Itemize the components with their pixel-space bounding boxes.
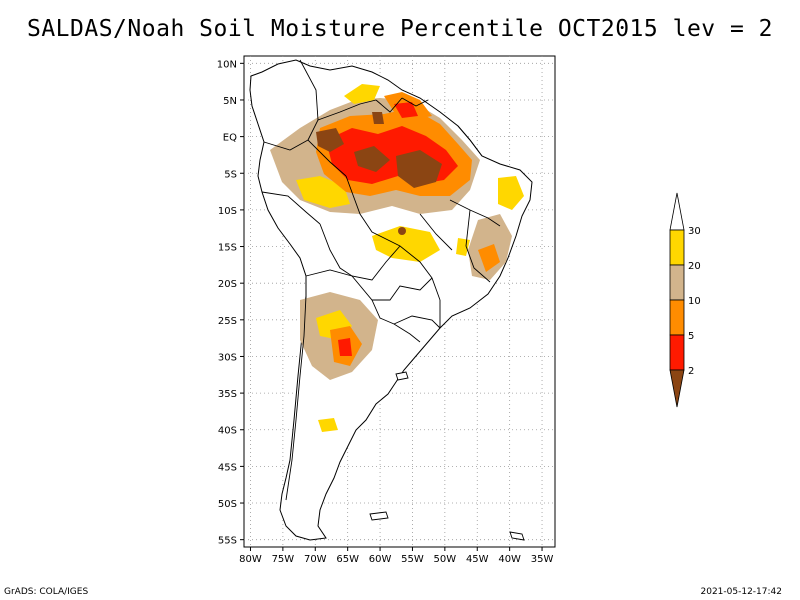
legend-label: 10 (688, 296, 701, 307)
lat-tick-label: 45S (218, 462, 237, 473)
lon-tick-label: 55W (401, 554, 424, 565)
lon-tick-label: 45W (466, 554, 489, 565)
lon-tick-label: 40W (498, 554, 521, 565)
lat-tick-label: 20S (218, 279, 237, 290)
legend-swatch (669, 229, 685, 266)
lat-tick-label: 5S (224, 169, 237, 180)
legend-label: 20 (688, 261, 701, 272)
legend-bottom-arrow (669, 369, 685, 408)
lat-tick-label: 40S (218, 426, 237, 437)
lon-tick-label: 70W (304, 554, 327, 565)
country-borders (261, 59, 501, 501)
lat-tick-label: EQ (223, 133, 237, 144)
latitude-axis: 10N 5N EQ 5S 10S 15S 20S 25S 30S 35S 40S 45S 50S 55S (217, 59, 244, 547)
map-title: SALDAS/Noah Soil Moisture Percentile OCT… (26, 16, 774, 42)
color-legend: 2 5 10 20 30 (669, 192, 701, 408)
lat-tick-label: 50S (218, 499, 237, 510)
lon-tick-label: 35W (531, 554, 554, 565)
legend-label: 2 (688, 366, 694, 377)
lon-tick-label: 75W (272, 554, 295, 565)
longitude-axis: 80W 75W 70W 65W 60W 55W 50W 45W 40W 35W (239, 547, 553, 565)
continent-layer (249, 59, 533, 541)
lon-tick-label: 65W (336, 554, 359, 565)
legend-top-arrow (669, 192, 685, 231)
lat-tick-label: 25S (218, 316, 237, 327)
legend-swatch (669, 299, 685, 336)
footer-software: GrADS: COLA/IGES (4, 587, 89, 597)
lat-tick-label: 10N (217, 59, 237, 70)
lat-tick-label: 55S (218, 536, 237, 547)
percentile-shading (270, 84, 524, 432)
lat-tick-label: 15S (218, 243, 237, 254)
legend-swatch (669, 334, 685, 371)
lat-tick-label: 10S (218, 206, 237, 217)
lon-tick-label: 50W (434, 554, 457, 565)
legend-swatch (669, 264, 685, 301)
lon-tick-label: 80W (239, 554, 262, 565)
footer-timestamp: 2021-05-12-17:42 (700, 587, 783, 597)
lat-tick-label: 35S (218, 389, 237, 400)
lon-tick-label: 60W (369, 554, 392, 565)
legend-label: 30 (688, 226, 701, 237)
legend-label: 5 (688, 331, 694, 342)
lat-tick-label: 5N (223, 96, 237, 107)
lat-tick-label: 30S (218, 352, 237, 363)
